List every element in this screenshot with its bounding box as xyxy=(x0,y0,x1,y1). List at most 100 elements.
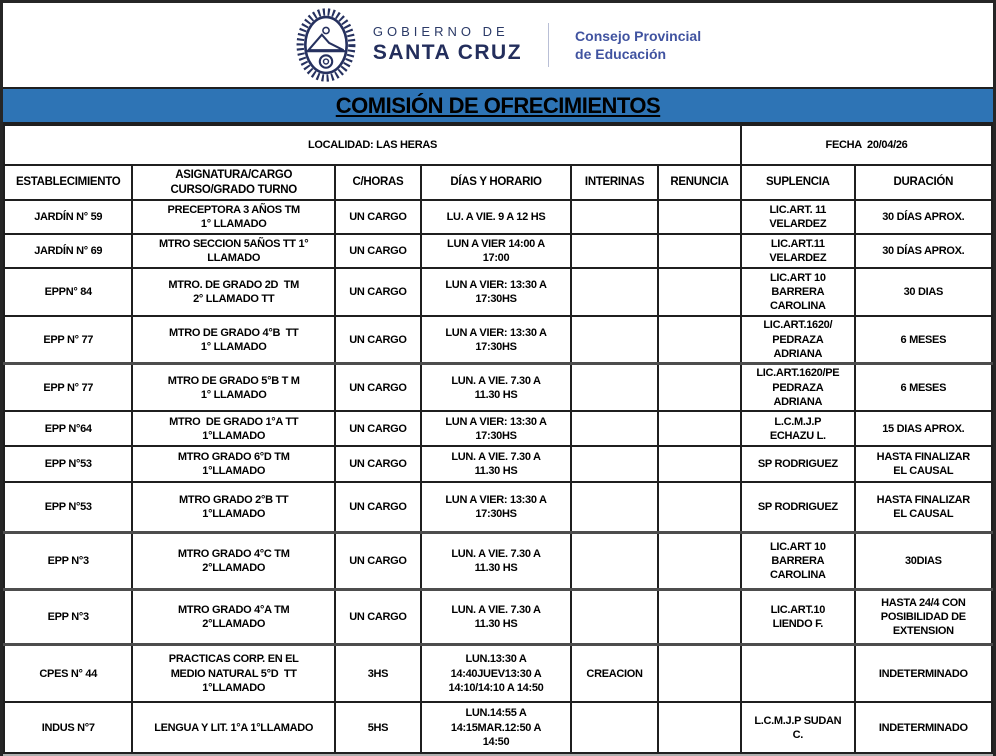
table-cell: 30 DÍAS APROX. xyxy=(853,199,993,236)
table-row: INDUS N°7 LENGUA Y LIT. 1°A 1°LLAMADO 5HS L… xyxy=(3,701,993,755)
table-cell: MTRO GRADO 4°C TM 2°LLAMADO xyxy=(131,531,336,591)
table-row: EPPN° 84 MTRO. DE GRADO 2D TM 2° LLAMADO … xyxy=(3,267,993,318)
table-cell: UN CARGO xyxy=(333,199,422,236)
table-cell: LIC.ART.10 LIENDO F. xyxy=(740,588,856,646)
government-wordmark: GOBIERNO DE SANTA CRUZ xyxy=(373,24,522,65)
table-cell xyxy=(657,362,743,413)
table-cell xyxy=(570,267,660,318)
table-row: CPES N° 44 PRACTICAS CORP. EN EL MEDIO NA… xyxy=(3,643,993,704)
table-cell xyxy=(570,701,660,755)
table-cell: 5HS xyxy=(333,701,422,755)
table-cell: LUN. A VIE. 7.30 A 11.30 HS xyxy=(419,531,573,591)
table-row: EPP N° 77 MTRO DE GRADO 4°B TT 1° LLAMADO… xyxy=(3,315,993,365)
table-cell: LIC.ART.1620/PE PEDRAZA ADRIANA xyxy=(740,362,856,413)
table-cell xyxy=(657,481,743,534)
table-cell: 6 MESES xyxy=(853,315,993,365)
brand-header: GOBIERNO DE SANTA CRUZ Consejo Provincia… xyxy=(3,3,993,87)
table-cell: EPP N°3 xyxy=(3,531,134,591)
table-cell: HASTA FINALIZAR EL CAUSAL xyxy=(853,481,993,534)
table-cell xyxy=(570,445,660,484)
table-cell: LIC.ART 10 BARRERA CAROLINA xyxy=(740,267,856,318)
column-header-choras: C/HORAS xyxy=(333,164,422,202)
government-line1: GOBIERNO DE xyxy=(372,24,509,40)
table-cell: LUN A VIER: 13:30 A 17:30HS xyxy=(419,267,573,318)
table-cell: UN CARGO xyxy=(333,531,422,591)
table-cell xyxy=(657,701,743,755)
table-cell xyxy=(570,410,660,448)
column-header-duracion: DURACIÓN xyxy=(853,164,993,202)
table-cell: 30DIAS xyxy=(853,531,993,591)
table-cell xyxy=(570,362,660,413)
column-header-suplencia: SUPLENCIA xyxy=(740,164,856,202)
table-row: EPP N°64 MTRO DE GRADO 1°A TT 1°LLAMADO UN… xyxy=(3,410,993,448)
table-cell: LENGUA Y LIT. 1°A 1°LLAMADO xyxy=(131,701,336,755)
title-bar: COMISIÓN DE OFRECIMIENTOS xyxy=(3,86,993,125)
table-cell: 30 DIAS xyxy=(853,267,993,318)
table-cell: EPP N°3 xyxy=(3,588,134,646)
page-title: COMISIÓN DE OFRECIMIENTOS xyxy=(335,92,661,118)
column-header-renuncia: RENUNCIA xyxy=(657,164,743,202)
table-cell: MTRO DE GRADO 4°B TT 1° LLAMADO xyxy=(131,315,336,365)
table-cell: UN CARGO xyxy=(333,315,422,365)
table-cell xyxy=(657,531,743,591)
table-cell: EPP N° 77 xyxy=(3,315,134,365)
column-header-establecimiento: ESTABLECIMIENTO xyxy=(3,164,134,202)
localidad-cell: LOCALIDAD: LAS HERAS xyxy=(3,124,743,167)
table-cell: INDUS N°7 xyxy=(3,701,134,755)
table-cell: MTRO GRADO 6°D TM 1°LLAMADO xyxy=(131,445,336,484)
table-cell: INDETERMINADO xyxy=(853,643,993,704)
table-cell: JARDÍN N° 69 xyxy=(3,233,134,270)
table-cell: EPPN° 84 xyxy=(3,267,134,318)
table-cell: MTRO SECCION 5AÑOS TT 1° LLAMADO xyxy=(131,233,336,270)
table-cell: SP RODRIGUEZ xyxy=(740,445,856,484)
table-cell: CREACION xyxy=(570,643,660,704)
table-cell: LUN.13:30 A 14:40JUEV13:30 A 14:10/14:10… xyxy=(419,643,573,704)
offers-table: LOCALIDAD: LAS HERAS FECHA 20/04/26 ESTA… xyxy=(3,124,993,755)
government-line2: SANTA CRUZ xyxy=(372,41,523,65)
table-cell: UN CARGO xyxy=(333,267,422,318)
table-row: JARDÍN N° 59 PRECEPTORA 3 AÑOS TM 1° LLAM… xyxy=(3,199,993,236)
table-cell xyxy=(570,588,660,646)
table-cell: LIC.ART 10 BARRERA CAROLINA xyxy=(740,531,856,591)
table-cell xyxy=(657,267,743,318)
table-cell: PRACTICAS CORP. EN EL MEDIO NATURAL 5°D … xyxy=(131,643,336,704)
table-cell: EPP N°53 xyxy=(3,481,134,534)
table-cell xyxy=(570,199,660,236)
column-header-dias-horario: DÍAS Y HORARIO xyxy=(419,164,573,202)
table-cell: JARDÍN N° 59 xyxy=(3,199,134,236)
table-cell: PRECEPTORA 3 AÑOS TM 1° LLAMADO xyxy=(131,199,336,236)
table-cell: MTRO GRADO 2°B TT 1°LLAMADO xyxy=(131,481,336,534)
table-row: EPP N° 77 MTRO DE GRADO 5°B T M 1° LLAMAD… xyxy=(3,362,993,413)
table-cell: 3HS xyxy=(333,643,422,704)
column-header-asignatura: ASIGNATURA/CARGO CURSO/GRADO TURNO xyxy=(131,164,336,202)
table-cell: LIC.ART.11 VELARDEZ xyxy=(740,233,856,270)
table-cell xyxy=(657,315,743,365)
table-cell: LUN.14:55 A 14:15MAR.12:50 A 14:50 xyxy=(419,701,573,755)
table-cell: LIC.ART.1620/ PEDRAZA ADRIANA xyxy=(740,315,856,365)
table-cell xyxy=(570,481,660,534)
table-cell xyxy=(657,410,743,448)
table-cell: HASTA 24/4 CON POSIBILIDAD DE EXTENSION xyxy=(853,588,993,646)
table-cell: LUN. A VIE. 7.30 A 11.30 HS xyxy=(419,362,573,413)
column-header-row: ESTABLECIMIENTO ASIGNATURA/CARGO CURSO/G… xyxy=(3,164,993,202)
subheader-row: LOCALIDAD: LAS HERAS FECHA 20/04/26 xyxy=(3,124,993,167)
table-cell: MTRO GRADO 4°A TM 2°LLAMADO xyxy=(131,588,336,646)
fecha-cell: FECHA 20/04/26 xyxy=(740,124,993,167)
table-row: EPP N°3 MTRO GRADO 4°A TM 2°LLAMADO UN CAR… xyxy=(3,588,993,646)
table-cell: 6 MESES xyxy=(853,362,993,413)
table-cell: LUN A VIER 14:00 A 17:00 xyxy=(419,233,573,270)
table-cell xyxy=(657,199,743,236)
table-cell: EPP N°53 xyxy=(3,445,134,484)
table-cell: INDETERMINADO xyxy=(853,701,993,755)
table-cell xyxy=(657,588,743,646)
table-cell: MTRO DE GRADO 1°A TT 1°LLAMADO xyxy=(131,410,336,448)
table-cell: MTRO. DE GRADO 2D TM 2° LLAMADO TT xyxy=(131,267,336,318)
table-cell: HASTA FINALIZAR EL CAUSAL xyxy=(853,445,993,484)
table-cell: EPP N°64 xyxy=(3,410,134,448)
table-cell: LIC.ART. 11 VELARDEZ xyxy=(740,199,856,236)
table-cell: UN CARGO xyxy=(333,588,422,646)
table-cell: L.C.M.J.P SUDAN C. xyxy=(740,701,856,755)
table-cell xyxy=(570,233,660,270)
table-row: JARDÍN N° 69 MTRO SECCION 5AÑOS TT 1° LLA… xyxy=(3,233,993,270)
table-cell: LUN A VIER: 13:30 A 17:30HS xyxy=(419,410,573,448)
